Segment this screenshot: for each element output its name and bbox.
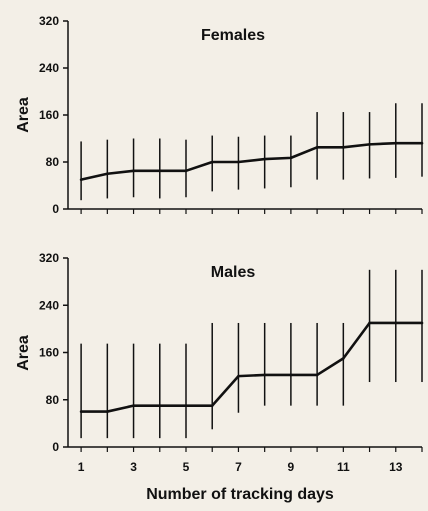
data-point — [263, 157, 266, 161]
x-tick-label: 1 — [78, 460, 85, 474]
y-tick-label: 0 — [52, 440, 59, 454]
data-point — [158, 404, 162, 407]
data-point — [237, 374, 240, 378]
data-point — [368, 143, 371, 146]
data-point — [315, 146, 319, 149]
data-point — [210, 160, 214, 164]
y-axis-title: Area — [15, 335, 32, 371]
x-tick-label: 3 — [130, 460, 137, 474]
x-tick-label: 7 — [235, 460, 242, 474]
x-tick-label: 13 — [389, 460, 403, 474]
y-tick-label: 80 — [46, 393, 60, 407]
data-point — [184, 169, 188, 173]
y-tick-label: 320 — [39, 251, 59, 265]
y-tick-label: 240 — [39, 298, 59, 312]
y-tick-label: 0 — [52, 202, 59, 216]
data-point — [420, 321, 424, 325]
data-point — [342, 357, 345, 360]
y-axis-title: Area — [15, 97, 32, 133]
y-tick-label: 320 — [39, 14, 59, 28]
y-tick-label: 240 — [39, 61, 59, 75]
data-point — [289, 156, 293, 160]
males-panel: Males Area Number of tracking days 0 80 16… — [15, 251, 424, 503]
data-point — [237, 160, 240, 164]
data-point — [106, 410, 109, 413]
data-point — [106, 172, 109, 176]
x-tick-label: 9 — [288, 460, 295, 474]
data-point — [132, 169, 135, 173]
data-point — [342, 146, 345, 149]
data-point — [394, 141, 398, 145]
panel-title: Males — [211, 264, 256, 281]
data-point — [79, 178, 83, 181]
data-point — [315, 373, 319, 377]
y-tick-label: 80 — [46, 155, 60, 169]
data-point — [184, 404, 188, 407]
x-tick-label: 5 — [183, 460, 190, 474]
panel-title: Females — [201, 27, 265, 44]
data-point — [394, 321, 398, 325]
females-panel: Females Area 0 80 160 240 320 — [15, 14, 424, 216]
data-point — [263, 373, 266, 377]
data-point — [368, 321, 371, 325]
y-tick-label: 160 — [39, 346, 59, 360]
data-point — [132, 404, 135, 407]
data-point — [289, 373, 293, 377]
series-line — [81, 321, 422, 413]
data-point — [210, 404, 214, 407]
x-axis-title: Number of tracking days — [146, 486, 334, 503]
series-line — [80, 141, 422, 181]
data-point — [158, 169, 162, 173]
x-tick-label: 11 — [337, 460, 350, 474]
y-tick-label: 160 — [39, 108, 59, 122]
data-point — [79, 410, 83, 413]
data-point — [420, 141, 424, 145]
